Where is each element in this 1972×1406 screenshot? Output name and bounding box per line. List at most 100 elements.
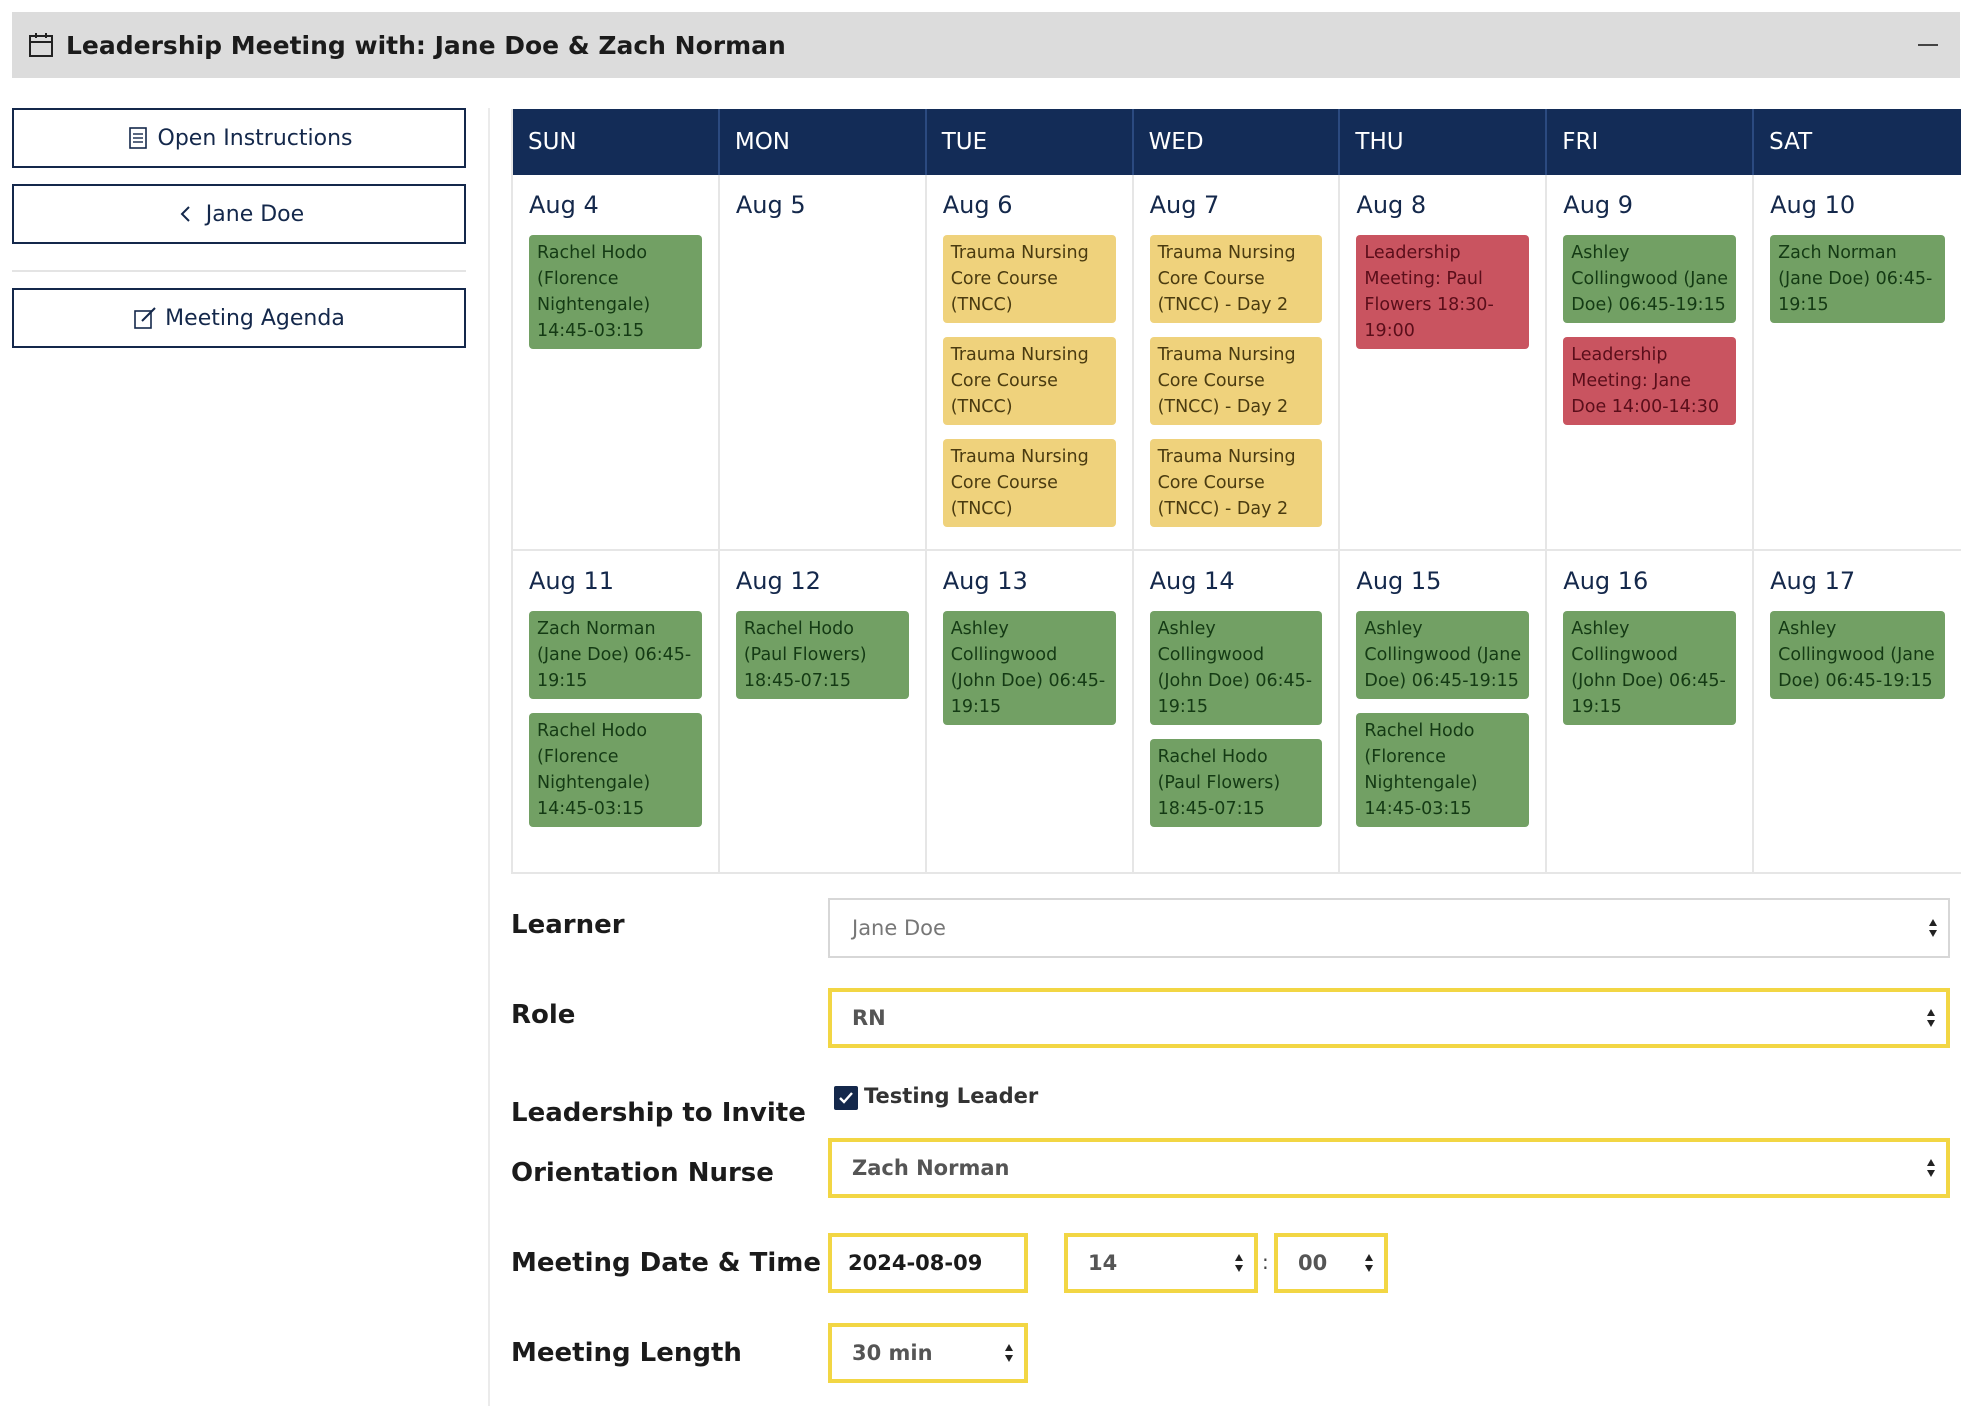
calendar-day-cell[interactable]: Aug 7 Trauma Nursing Core Course (TNCC) -… [1134, 175, 1341, 549]
week-calendar: SUN MON TUE WED THU FRI SAT Aug 4 Rachel … [511, 109, 1961, 874]
calendar-event[interactable]: Trauma Nursing Core Course (TNCC) - Day … [1149, 439, 1323, 527]
vertical-divider [488, 108, 490, 1406]
calendar-day-cell[interactable]: Aug 8 Leadership Meeting: Paul Flowers 18… [1340, 175, 1548, 549]
meeting-hour-value: 14 [1088, 1251, 1118, 1275]
calendar-day-cell[interactable]: Aug 4 Rachel Hodo (Florence Nightengale) … [513, 175, 720, 549]
open-instructions-label: Open Instructions [157, 125, 353, 151]
calendar-day-cell[interactable]: Aug 16 Ashley Collingwood (John Doe) 06:4… [1547, 551, 1755, 872]
day-name-fri: FRI [1547, 109, 1755, 175]
day-name-mon: MON [720, 109, 927, 175]
calendar-day-cell[interactable]: Aug 6 Trauma Nursing Core Course (TNCC) Tr… [927, 175, 1134, 549]
meeting-date-input[interactable]: 2024-08-09 [828, 1233, 1028, 1293]
calendar-event[interactable]: Trauma Nursing Core Course (TNCC) - Day … [1149, 337, 1323, 425]
calendar-day-cell[interactable]: Aug 17 Ashley Collingwood (Jane Doe) 06:4… [1754, 551, 1961, 872]
day-date: Aug 15 [1356, 567, 1442, 595]
select-arrows-icon [1926, 1157, 1936, 1179]
calendar-week-row: Aug 4 Rachel Hodo (Florence Nightengale) … [513, 175, 1961, 551]
calendar-event[interactable]: Ashley Collingwood (Jane Doe) 06:45-19:1… [1563, 235, 1737, 323]
day-name-sun: SUN [513, 109, 720, 175]
calendar-event[interactable]: Rachel Hodo (Florence Nightengale) 14:45… [529, 713, 702, 827]
day-name-thu: THU [1340, 109, 1548, 175]
calendar-day-cell[interactable]: Aug 11 Zach Norman (Jane Doe) 06:45-19:15… [513, 551, 720, 872]
orientation-nurse-select[interactable]: Zach Norman [828, 1138, 1950, 1198]
day-date: Aug 9 [1563, 191, 1634, 219]
calendar-event[interactable]: Trauma Nursing Core Course (TNCC) [942, 235, 1116, 323]
calendar-day-cell[interactable]: Aug 14 Ashley Collingwood (John Doe) 06:4… [1134, 551, 1341, 872]
calendar-event[interactable]: Rachel Hodo (Florence Nightengale) 14:45… [1356, 713, 1530, 827]
calendar-event[interactable]: Ashley Collingwood (Jane Doe) 06:45-19:1… [1770, 611, 1945, 699]
edit-icon [133, 306, 157, 330]
day-date: Aug 6 [942, 191, 1013, 219]
calendar-day-cell[interactable]: Aug 10 Zach Norman (Jane Doe) 06:45-19:15 [1754, 175, 1961, 549]
meeting-agenda-label: Meeting Agenda [165, 305, 345, 331]
meeting-date-time-label: Meeting Date & Time [511, 1248, 821, 1278]
day-name-tue: TUE [927, 109, 1134, 175]
calendar-event[interactable]: Trauma Nursing Core Course (TNCC) - Day … [1149, 235, 1323, 323]
learner-label: Learner [511, 910, 625, 940]
day-date: Aug 8 [1356, 191, 1427, 219]
day-date: Aug 12 [735, 567, 821, 595]
calendar-event[interactable]: Rachel Hodo (Paul Flowers) 18:45-07:15 [735, 611, 909, 699]
day-date: Aug 17 [1770, 567, 1856, 595]
select-arrows-icon [1364, 1252, 1374, 1274]
document-icon [126, 126, 150, 150]
calendar-event[interactable]: Ashley Collingwood (John Doe) 06:45-19:1… [1563, 611, 1737, 725]
calendar-day-cell[interactable]: Aug 15 Ashley Collingwood (Jane Doe) 06:4… [1340, 551, 1548, 872]
calendar-event[interactable]: Ashley Collingwood (John Doe) 06:45-19:1… [1149, 611, 1323, 725]
role-select-value: RN [852, 1006, 886, 1030]
calendar-event[interactable]: Leadership Meeting: Jane Doe 14:00-14:30 [1563, 337, 1737, 425]
day-date: Aug 14 [1149, 567, 1235, 595]
leadership-to-invite-label: Leadership to Invite [511, 1098, 806, 1128]
back-to-learner-button[interactable]: Jane Doe [12, 184, 466, 244]
meeting-minute-value: 00 [1298, 1251, 1328, 1275]
open-instructions-button[interactable]: Open Instructions [12, 108, 466, 168]
calendar-event[interactable]: Leadership Meeting: Paul Flowers 18:30-1… [1356, 235, 1530, 349]
calendar-icon [28, 32, 54, 58]
calendar-week-row: Aug 11 Zach Norman (Jane Doe) 06:45-19:15… [513, 551, 1961, 872]
calendar-event[interactable]: Ashley Collingwood (Jane Doe) 06:45-19:1… [1356, 611, 1530, 699]
calendar-day-cell[interactable]: Aug 12 Rachel Hodo (Paul Flowers) 18:45-0… [720, 551, 927, 872]
day-date: Aug 13 [942, 567, 1028, 595]
calendar-event[interactable]: Rachel Hodo (Paul Flowers) 18:45-07:15 [1149, 739, 1323, 827]
testing-leader-label[interactable]: Testing Leader [864, 1084, 1039, 1108]
select-arrows-icon [1234, 1252, 1244, 1274]
role-select[interactable]: RN [828, 988, 1950, 1048]
meeting-length-select[interactable]: 30 min [828, 1323, 1028, 1383]
select-arrows-icon [1928, 917, 1938, 939]
day-date: Aug 5 [735, 191, 806, 219]
calendar-day-cell[interactable]: Aug 9 Ashley Collingwood (Jane Doe) 06:45… [1547, 175, 1755, 549]
time-separator: : [1262, 1250, 1269, 1274]
calendar-event[interactable]: Zach Norman (Jane Doe) 06:45-19:15 [529, 611, 702, 699]
calendar-event[interactable]: Trauma Nursing Core Course (TNCC) [942, 439, 1116, 527]
day-date: Aug 11 [529, 567, 615, 595]
sidebar: Open Instructions Jane Doe Meeting Agend… [12, 108, 466, 348]
calendar-event[interactable]: Ashley Collingwood (John Doe) 06:45-19:1… [942, 611, 1116, 725]
calendar-day-cell[interactable]: Aug 5 [720, 175, 927, 549]
day-date: Aug 7 [1149, 191, 1220, 219]
calendar-event[interactable]: Trauma Nursing Core Course (TNCC) [942, 337, 1116, 425]
day-name-wed: WED [1134, 109, 1341, 175]
orientation-nurse-value: Zach Norman [852, 1156, 1010, 1180]
calendar-event[interactable]: Rachel Hodo (Florence Nightengale) 14:45… [529, 235, 702, 349]
sidebar-divider [12, 270, 466, 272]
meeting-date-value: 2024-08-09 [848, 1251, 983, 1275]
learner-select-value: Jane Doe [852, 916, 946, 940]
minimize-icon[interactable] [1918, 44, 1938, 46]
back-to-learner-label: Jane Doe [205, 201, 305, 227]
meeting-agenda-button[interactable]: Meeting Agenda [12, 288, 466, 348]
calendar-event[interactable]: Zach Norman (Jane Doe) 06:45-19:15 [1770, 235, 1945, 323]
meeting-hour-select[interactable]: 14 [1064, 1233, 1258, 1293]
meeting-length-label: Meeting Length [511, 1338, 742, 1368]
panel-header: Leadership Meeting with: Jane Doe & Zach… [12, 12, 1960, 78]
learner-select[interactable]: Jane Doe [828, 898, 1950, 958]
meeting-minute-select[interactable]: 00 [1274, 1233, 1388, 1293]
day-date: Aug 4 [529, 191, 599, 219]
select-arrows-icon [1926, 1007, 1936, 1029]
orientation-nurse-label: Orientation Nurse [511, 1158, 774, 1188]
day-date: Aug 16 [1563, 567, 1649, 595]
checkmark-icon [839, 1092, 853, 1104]
meeting-length-value: 30 min [852, 1341, 933, 1365]
day-name-sat: SAT [1769, 129, 1813, 155]
testing-leader-checkbox[interactable] [834, 1086, 858, 1110]
calendar-day-cell[interactable]: Aug 13 Ashley Collingwood (John Doe) 06:4… [927, 551, 1134, 872]
